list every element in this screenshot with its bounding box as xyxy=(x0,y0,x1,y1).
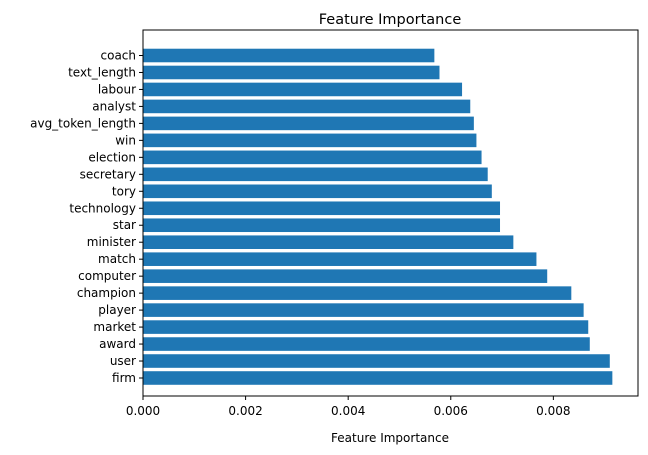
x-tick-label: 0.008 xyxy=(536,404,570,418)
y-tick-label: player xyxy=(98,303,136,317)
x-axis-label: Feature Importance xyxy=(331,431,449,445)
y-tick-label: firm xyxy=(112,371,136,385)
bar-avg-token-length xyxy=(143,116,474,131)
y-tick-label: champion xyxy=(77,286,136,300)
bar-secretary xyxy=(143,167,488,182)
y-tick-label: star xyxy=(113,218,136,232)
y-tick-label: win xyxy=(115,133,136,147)
bars-group xyxy=(143,48,613,385)
bar-player xyxy=(143,303,584,317)
bar-labour xyxy=(143,82,463,97)
y-tick-label: text_length xyxy=(68,65,136,79)
y-tick-label: labour xyxy=(98,82,136,96)
bar-computer xyxy=(143,269,548,283)
bar-minister xyxy=(143,235,514,249)
y-tick-label: technology xyxy=(69,201,136,215)
bar-firm xyxy=(143,371,613,385)
y-tick-label: computer xyxy=(78,269,136,283)
y-tick-label: user xyxy=(110,354,136,368)
y-tick-label: avg_token_length xyxy=(30,116,136,130)
y-tick-label: match xyxy=(98,252,136,266)
bar-coach xyxy=(143,48,435,63)
x-tick-label: 0.004 xyxy=(331,404,365,418)
y-tick-label: tory xyxy=(112,184,136,198)
y-tick-label: election xyxy=(88,150,136,164)
bar-election xyxy=(143,150,482,165)
bar-match xyxy=(143,252,537,266)
plot-frame xyxy=(142,29,639,397)
x-tick-label: 0.002 xyxy=(228,404,262,418)
bar-market xyxy=(143,320,589,334)
bar-champion xyxy=(143,286,572,300)
bar-award xyxy=(143,337,590,351)
chart-title: Feature Importance xyxy=(319,12,462,28)
y-tick-label: minister xyxy=(87,235,136,249)
y-tick-label: coach xyxy=(101,49,137,63)
bar-user xyxy=(143,354,610,368)
x-tick-label: 0.000 xyxy=(126,404,160,418)
y-tick-label: analyst xyxy=(92,99,136,113)
bar-technology xyxy=(143,201,501,216)
bar-star xyxy=(143,218,501,233)
y-tick-label: award xyxy=(99,337,136,351)
bar-tory xyxy=(143,184,492,199)
y-tick-label: secretary xyxy=(80,167,136,181)
y-tick-label: market xyxy=(93,320,136,334)
bar-text-length xyxy=(143,65,440,80)
bar-analyst xyxy=(143,99,471,114)
bar-win xyxy=(143,133,477,148)
x-axis: 0.000 0.002 0.004 0.006 0.008 xyxy=(126,396,571,418)
x-tick-label: 0.006 xyxy=(434,404,468,418)
